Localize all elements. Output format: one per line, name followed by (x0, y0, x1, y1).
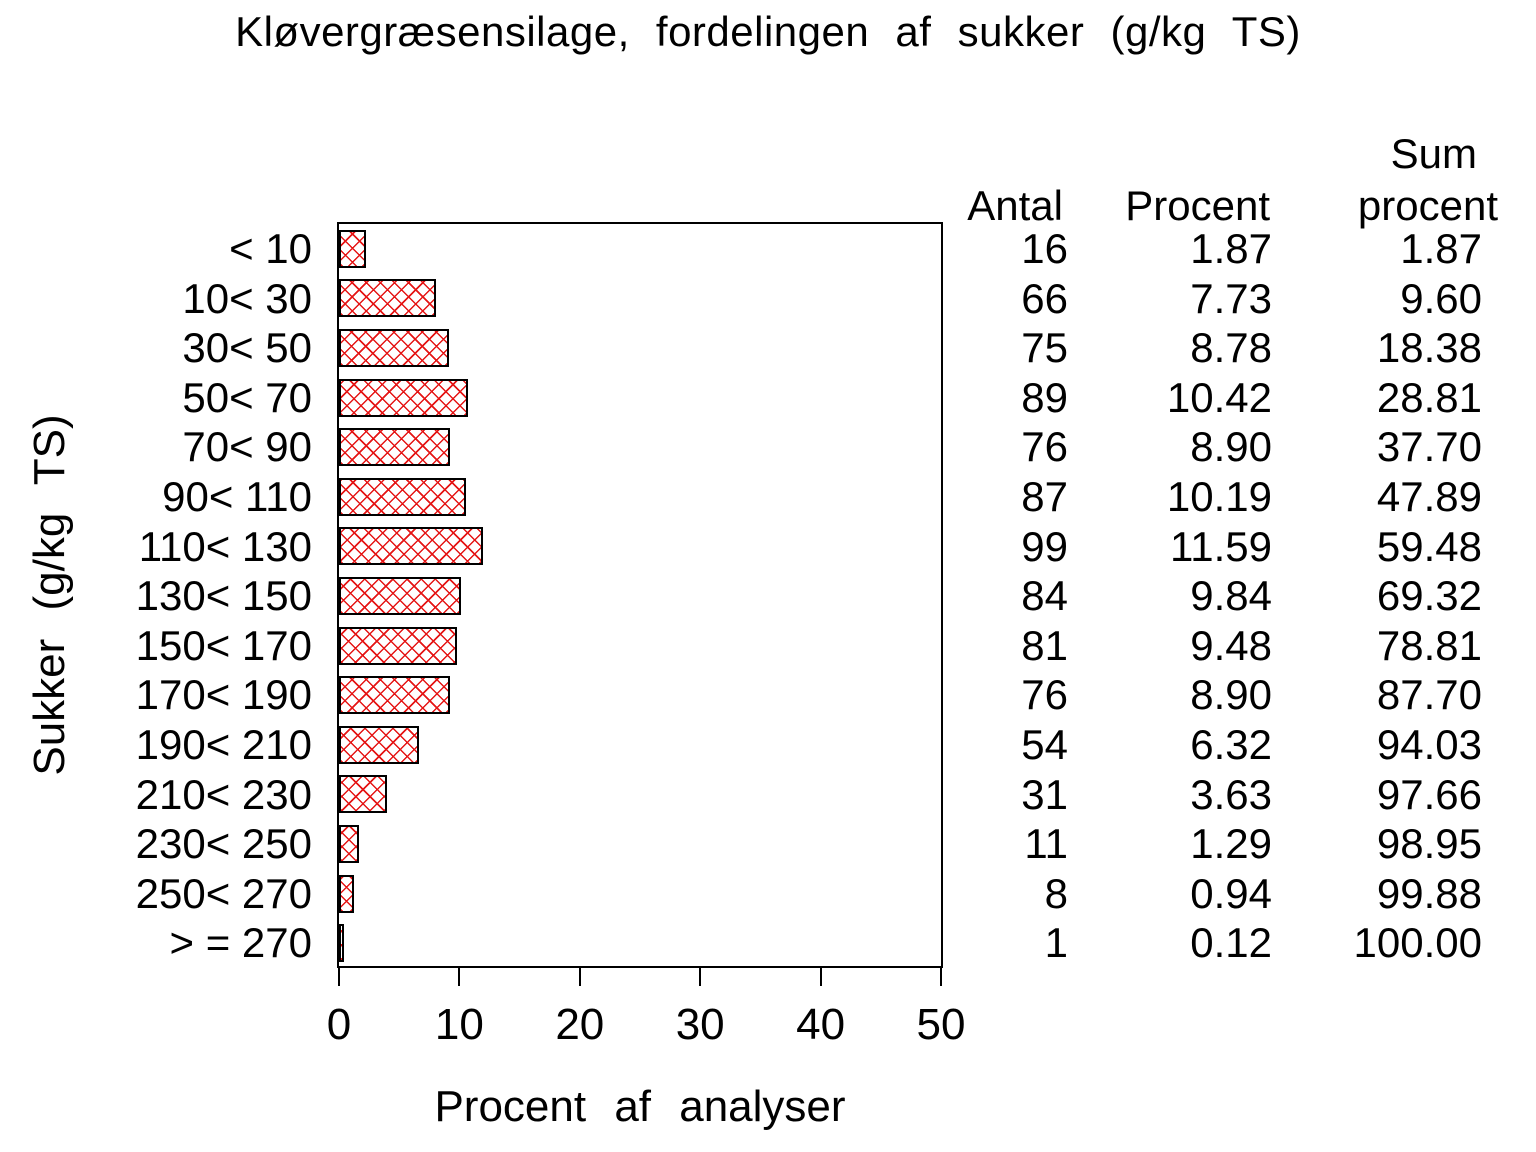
table-row-procent-value: 8.78 (1190, 324, 1272, 372)
table-header-sum-line1: Sum (1390, 130, 1477, 177)
x-axis-tick-label: 50 (916, 1000, 966, 1049)
bar (339, 279, 437, 318)
table-row-procent-value: 3.63 (1190, 770, 1272, 818)
category-label: 190< 210 (135, 721, 312, 768)
table-header-procent: Procent (1125, 182, 1270, 229)
bar (339, 626, 458, 665)
table-row-sum-procent-value: 59.48 (1376, 522, 1482, 570)
table-row-antal-value: 66 (1021, 274, 1068, 322)
table-row-procent-value: 11.59 (1170, 522, 1272, 570)
table-row-sum-procent-value: 18.38 (1376, 324, 1482, 372)
bar (339, 775, 387, 814)
category-label: 150< 170 (135, 621, 312, 669)
table-row-antal-value: 84 (1021, 572, 1068, 620)
table-row-antal-value: 8 (1044, 869, 1068, 917)
table-row-sum-procent-value: 94.03 (1376, 721, 1482, 768)
table-row-sum-procent-value: 37.70 (1376, 423, 1482, 471)
table-row-sum-procent-value: 1.87 (1400, 225, 1482, 272)
bar (339, 477, 466, 516)
x-axis-tick (699, 966, 702, 986)
category-label: 110< 130 (138, 522, 312, 570)
category-label: < 10 (229, 225, 312, 272)
category-label: 130< 150 (135, 572, 312, 620)
table-row-sum-procent-value: 100.00 (1353, 919, 1482, 967)
category-label: 170< 190 (135, 671, 312, 719)
x-axis-tick-label: 40 (796, 1000, 846, 1049)
table-row-procent-value: 6.32 (1190, 721, 1272, 768)
table-row-procent-value: 1.87 (1190, 225, 1272, 272)
table-header-sum-line2: procent (1357, 182, 1498, 229)
table-row-antal-value: 11 (1024, 820, 1068, 868)
table-row-sum-procent-value: 98.95 (1376, 820, 1482, 868)
table-row-procent-value: 8.90 (1190, 671, 1272, 719)
x-axis-tick (458, 966, 461, 986)
table-row-sum-procent-value: 47.89 (1376, 473, 1482, 520)
bar (339, 329, 449, 367)
category-label: 210< 230 (135, 770, 312, 818)
bar (339, 428, 451, 467)
x-axis-tick (578, 966, 581, 986)
table-row-antal-value: 99 (1021, 522, 1068, 570)
table-row-procent-value: 1.29 (1190, 820, 1272, 868)
bar (339, 825, 359, 863)
bar (339, 577, 462, 615)
bar (339, 229, 366, 268)
table-row-procent-value: 7.73 (1190, 274, 1272, 322)
table-row-sum-procent-value: 78.81 (1376, 621, 1482, 669)
table-row-antal-value: 54 (1021, 721, 1068, 768)
table-row-antal-value: 81 (1021, 621, 1068, 669)
table-row-procent-value: 0.94 (1190, 869, 1272, 917)
x-axis-tick-label: 30 (675, 1000, 725, 1049)
category-label: 70< 90 (182, 423, 312, 471)
category-label: 30< 50 (182, 324, 312, 372)
x-axis-tick (819, 966, 822, 986)
x-axis-tick (338, 966, 340, 986)
table-row-antal-value: 76 (1021, 671, 1068, 719)
category-label: 50< 70 (182, 373, 312, 421)
table-row-sum-procent-value: 69.32 (1376, 572, 1482, 620)
x-axis-tick-label: 0 (326, 1000, 352, 1049)
table-row-antal-value: 76 (1021, 423, 1068, 471)
table-row-sum-procent-value: 9.60 (1400, 274, 1482, 322)
bar (339, 725, 420, 764)
chart-title: Kløvergræsensilage, fordelingen af sukke… (235, 8, 1301, 55)
table-row-procent-value: 0.12 (1190, 919, 1272, 967)
bar (339, 874, 355, 913)
plot-frame (337, 222, 943, 968)
category-label: > = 270 (169, 919, 312, 967)
bar (339, 527, 483, 566)
table-row-antal-value: 89 (1021, 373, 1068, 421)
category-label: 250< 270 (135, 869, 312, 917)
table-row-procent-value: 10.19 (1166, 473, 1272, 520)
table-row-sum-procent-value: 87.70 (1376, 671, 1482, 719)
table-header-antal: Antal (967, 182, 1063, 229)
table-row-procent-value: 10.42 (1166, 373, 1272, 421)
x-axis-tick-label: 20 (555, 1000, 605, 1049)
category-label: 90< 110 (162, 473, 312, 520)
table-row-sum-procent-value: 28.81 (1376, 373, 1482, 421)
bar (339, 676, 451, 715)
bar (339, 924, 345, 963)
table-row-antal-value: 87 (1021, 473, 1068, 520)
table-row-sum-procent-value: 99.88 (1376, 869, 1482, 917)
category-label: 230< 250 (135, 820, 312, 868)
x-axis-tick (940, 966, 942, 986)
table-row-antal-value: 75 (1021, 324, 1068, 372)
table-row-antal-value: 16 (1021, 225, 1068, 272)
category-label: 10< 30 (182, 274, 312, 322)
table-row-procent-value: 9.48 (1190, 621, 1272, 669)
bar (339, 378, 469, 417)
table-row-antal-value: 1 (1044, 919, 1068, 967)
x-axis-label: Procent af analyser (434, 1082, 846, 1131)
table-row-procent-value: 9.84 (1190, 572, 1272, 620)
table-row-antal-value: 31 (1021, 770, 1068, 818)
x-axis-tick-label: 10 (434, 1000, 484, 1049)
table-row-sum-procent-value: 97.66 (1376, 770, 1482, 818)
table-row-procent-value: 8.90 (1190, 423, 1272, 471)
